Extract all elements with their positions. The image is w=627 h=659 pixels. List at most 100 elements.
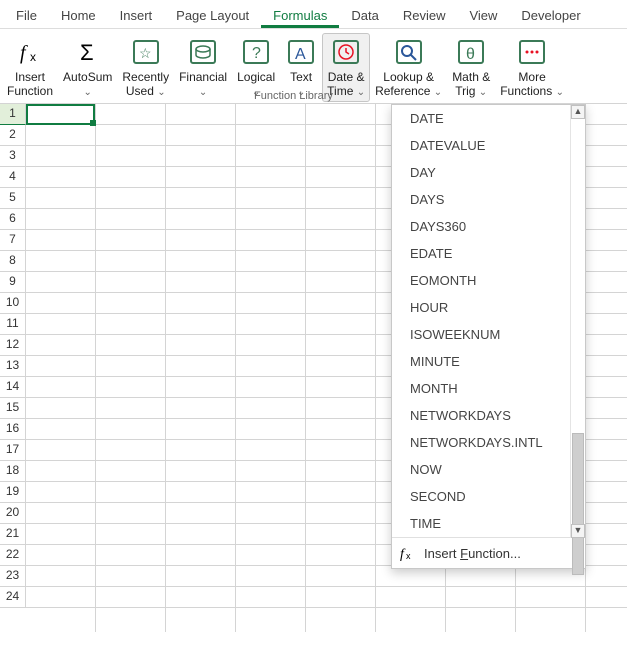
financial-button[interactable]: Financial⌄ xyxy=(174,33,232,102)
svg-text:x: x xyxy=(30,50,36,64)
menu-item-isoweeknum[interactable]: ISOWEEKNUM xyxy=(392,321,585,348)
tab-insert[interactable]: Insert xyxy=(108,5,165,28)
svg-text:☆: ☆ xyxy=(139,45,152,61)
svg-text:Σ: Σ xyxy=(80,40,94,65)
menu-item-networkdays-intl[interactable]: NETWORKDAYS.INTL xyxy=(392,429,585,456)
menu-item-hour[interactable]: HOUR xyxy=(392,294,585,321)
label: Used ⌄ xyxy=(126,84,166,99)
tab-developer[interactable]: Developer xyxy=(509,5,592,28)
menu-item-days360[interactable]: DAYS360 xyxy=(392,213,585,240)
autosum-button[interactable]: Σ AutoSum⌄ xyxy=(58,33,117,102)
row-header[interactable]: 16 xyxy=(0,419,26,440)
tab-page-layout[interactable]: Page Layout xyxy=(164,5,261,28)
row-header[interactable]: 20 xyxy=(0,503,26,524)
cell-selection[interactable] xyxy=(26,104,95,125)
dots-icon xyxy=(516,37,548,70)
menu-item-time[interactable]: TIME xyxy=(392,510,585,537)
row-header[interactable]: 21 xyxy=(0,524,26,545)
row-header[interactable]: 18 xyxy=(0,461,26,482)
tab-file[interactable]: File xyxy=(4,5,49,28)
label: Financial xyxy=(179,70,227,84)
menu-item-month[interactable]: MONTH xyxy=(392,375,585,402)
label: Recently xyxy=(122,70,169,84)
row-header[interactable]: 17 xyxy=(0,440,26,461)
row-header[interactable]: 14 xyxy=(0,377,26,398)
worksheet[interactable]: 123456789101112131415161718192021222324 … xyxy=(0,104,627,632)
label: Reference ⌄ xyxy=(375,84,442,99)
menu-item-networkdays[interactable]: NETWORKDAYS xyxy=(392,402,585,429)
label: ⌄ xyxy=(84,84,92,99)
fx-icon: fx xyxy=(14,37,46,70)
tab-view[interactable]: View xyxy=(457,5,509,28)
svg-text:x: x xyxy=(406,551,411,561)
insert-function-label: Insert Function... xyxy=(424,546,521,561)
row-headers: 123456789101112131415161718192021222324 xyxy=(0,104,26,608)
scroll-down-button[interactable]: ▼ xyxy=(571,524,585,538)
tab-home[interactable]: Home xyxy=(49,5,108,28)
math-trig-button[interactable]: θ Math &Trig ⌄ xyxy=(447,33,495,102)
scroll-up-button[interactable]: ▲ xyxy=(571,105,585,119)
row-header[interactable]: 8 xyxy=(0,251,26,272)
row-header[interactable]: 23 xyxy=(0,566,26,587)
magnify-icon xyxy=(393,37,425,70)
row-header[interactable]: 12 xyxy=(0,335,26,356)
menu-item-datevalue[interactable]: DATEVALUE xyxy=(392,132,585,159)
insert-function-footer[interactable]: fx Insert Function... xyxy=(392,537,585,568)
row-header[interactable]: 24 xyxy=(0,587,26,608)
row-header[interactable]: 15 xyxy=(0,398,26,419)
tab-data[interactable]: Data xyxy=(339,5,390,28)
recently-used-button[interactable]: ☆ RecentlyUsed ⌄ xyxy=(117,33,174,102)
menu-item-date[interactable]: DATE xyxy=(392,105,585,132)
label: Logical xyxy=(237,70,275,84)
svg-text:θ: θ xyxy=(466,46,475,63)
label: Math & xyxy=(452,70,490,84)
menu-item-minute[interactable]: MINUTE xyxy=(392,348,585,375)
menu-item-now[interactable]: NOW xyxy=(392,456,585,483)
row-header[interactable]: 13 xyxy=(0,356,26,377)
label: ⌄ xyxy=(199,84,207,99)
menu-item-eomonth[interactable]: EOMONTH xyxy=(392,267,585,294)
row-header[interactable]: 3 xyxy=(0,146,26,167)
label: AutoSum xyxy=(63,70,112,84)
menu-item-edate[interactable]: EDATE xyxy=(392,240,585,267)
menu-item-days[interactable]: DAYS xyxy=(392,186,585,213)
theta-icon: θ xyxy=(455,37,487,70)
row-header[interactable]: 11 xyxy=(0,314,26,335)
row-header[interactable]: 19 xyxy=(0,482,26,503)
more-functions-button[interactable]: MoreFunctions ⌄ xyxy=(495,33,569,102)
insert-function-button[interactable]: fxInsertFunction xyxy=(2,33,58,102)
label: Insert xyxy=(15,70,45,84)
date-time-dropdown: DATEDATEVALUEDAYDAYSDAYS360EDATEEOMONTHH… xyxy=(391,104,586,569)
svg-text:f: f xyxy=(20,42,28,64)
A-icon: A xyxy=(285,37,317,70)
row-header[interactable]: 4 xyxy=(0,167,26,188)
clock-icon xyxy=(330,37,362,70)
row-header[interactable]: 6 xyxy=(0,209,26,230)
lookup-reference-button[interactable]: Lookup &Reference ⌄ xyxy=(370,33,447,102)
row-header[interactable]: 22 xyxy=(0,545,26,566)
svg-text:A: A xyxy=(295,46,306,63)
menu-item-second[interactable]: SECOND xyxy=(392,483,585,510)
tab-formulas[interactable]: Formulas xyxy=(261,5,339,28)
scroll-thumb[interactable] xyxy=(572,433,584,575)
row-header[interactable]: 1 xyxy=(0,104,26,125)
row-header[interactable]: 10 xyxy=(0,293,26,314)
star-icon: ☆ xyxy=(130,37,162,70)
sum-icon: Σ xyxy=(72,37,104,70)
dropdown-scrollbar[interactable]: ▲ ▼ xyxy=(570,105,585,538)
q-icon: ? xyxy=(240,37,272,70)
label: More xyxy=(518,70,545,84)
svg-text:?: ? xyxy=(252,45,261,62)
db-icon xyxy=(187,37,219,70)
menu-item-day[interactable]: DAY xyxy=(392,159,585,186)
label: Function xyxy=(7,84,53,98)
label: Date & xyxy=(328,70,365,84)
label: Trig ⌄ xyxy=(455,84,487,99)
row-header[interactable]: 7 xyxy=(0,230,26,251)
row-header[interactable]: 5 xyxy=(0,188,26,209)
label: Functions ⌄ xyxy=(500,84,564,99)
row-header[interactable]: 2 xyxy=(0,125,26,146)
fill-handle[interactable] xyxy=(90,120,96,126)
row-header[interactable]: 9 xyxy=(0,272,26,293)
tab-review[interactable]: Review xyxy=(391,5,458,28)
